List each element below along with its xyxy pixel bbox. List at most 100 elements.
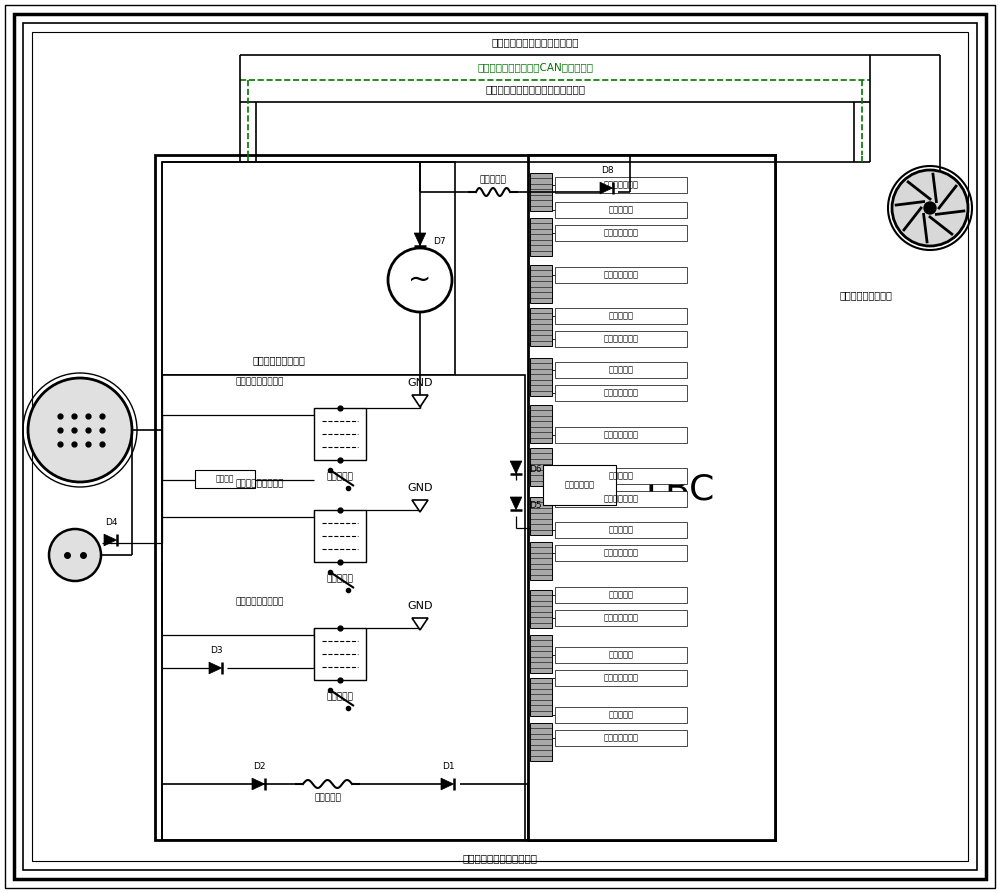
Bar bbox=[195, 470, 255, 488]
Text: 单体电压采集线: 单体电压采集线 bbox=[604, 495, 639, 504]
Text: D4: D4 bbox=[105, 518, 117, 527]
Bar bbox=[530, 678, 552, 716]
Bar bbox=[543, 465, 616, 505]
Bar bbox=[555, 385, 687, 401]
Polygon shape bbox=[412, 395, 428, 407]
Bar bbox=[555, 362, 687, 378]
Text: 整车对电池包内的风扇供电电源: 整车对电池包内的风扇供电电源 bbox=[491, 37, 579, 47]
Bar bbox=[314, 628, 366, 680]
Text: 温度检测线: 温度检测线 bbox=[608, 472, 634, 480]
Circle shape bbox=[924, 202, 936, 214]
Bar bbox=[162, 375, 525, 840]
Bar bbox=[555, 177, 687, 193]
Bar bbox=[162, 162, 455, 375]
Bar bbox=[555, 647, 687, 663]
Bar bbox=[555, 707, 687, 723]
Text: 总正继电器: 总正继电器 bbox=[327, 574, 353, 583]
Circle shape bbox=[388, 248, 452, 312]
Bar bbox=[555, 468, 687, 484]
Text: 总正熔断器: 总正熔断器 bbox=[480, 176, 506, 185]
Text: 单体电压采集线: 单体电压采集线 bbox=[604, 229, 639, 238]
Text: 温度检测线: 温度检测线 bbox=[608, 650, 634, 660]
Text: D1: D1 bbox=[442, 762, 454, 771]
Text: 温度检测线: 温度检测线 bbox=[608, 525, 634, 535]
Bar bbox=[530, 405, 552, 443]
Text: 温度检测线: 温度检测线 bbox=[608, 365, 634, 374]
Text: D8: D8 bbox=[601, 166, 613, 175]
Text: 温度检测线: 温度检测线 bbox=[608, 711, 634, 720]
Text: 总负继电器控制信号: 总负继电器控制信号 bbox=[236, 597, 284, 606]
Bar bbox=[555, 491, 687, 507]
Bar bbox=[555, 308, 687, 324]
Circle shape bbox=[892, 170, 968, 246]
Bar bbox=[530, 497, 552, 535]
Text: ~: ~ bbox=[408, 266, 432, 294]
Text: GND: GND bbox=[407, 483, 433, 493]
Text: D5: D5 bbox=[529, 502, 542, 511]
Polygon shape bbox=[510, 497, 522, 510]
Text: LBC: LBC bbox=[645, 473, 715, 507]
Text: 单体电压采集线: 单体电压采集线 bbox=[604, 430, 639, 439]
Bar bbox=[555, 331, 687, 347]
Text: 充电电阻: 充电电阻 bbox=[216, 474, 234, 483]
Bar bbox=[555, 670, 687, 686]
Bar bbox=[530, 218, 552, 256]
Text: 单体电压采集线: 单体电压采集线 bbox=[604, 613, 639, 622]
Polygon shape bbox=[414, 233, 426, 246]
Text: 预充继电器控制信号: 预充继电器控制信号 bbox=[236, 378, 284, 387]
Text: 整车对电池管理系统的低压供电回路: 整车对电池管理系统的低压供电回路 bbox=[485, 84, 585, 94]
Text: 分流计型电流计传感器信号: 分流计型电流计传感器信号 bbox=[462, 853, 538, 863]
Text: 单体电压采集线: 单体电压采集线 bbox=[604, 673, 639, 682]
Text: 电池管理系统与整车的CAN通讯双绞线: 电池管理系统与整车的CAN通讯双绞线 bbox=[477, 62, 593, 72]
Text: 总负熔断器: 总负熔断器 bbox=[314, 794, 341, 803]
Bar bbox=[530, 635, 552, 673]
Circle shape bbox=[28, 378, 132, 482]
Bar bbox=[555, 610, 687, 626]
Text: 霍尔电流传感器信号: 霍尔电流传感器信号 bbox=[253, 355, 306, 365]
Text: 总正继电器控制信号: 总正继电器控制信号 bbox=[236, 480, 284, 488]
Text: 高压互锁监测: 高压互锁监测 bbox=[565, 480, 595, 489]
Text: 单体电压采集线: 单体电压采集线 bbox=[604, 548, 639, 557]
Bar bbox=[530, 358, 552, 396]
Polygon shape bbox=[412, 500, 428, 512]
Polygon shape bbox=[104, 534, 117, 546]
Bar bbox=[530, 308, 552, 346]
Bar bbox=[530, 173, 552, 211]
Text: 单体电压采集线: 单体电压采集线 bbox=[604, 335, 639, 344]
Bar bbox=[530, 448, 552, 486]
Polygon shape bbox=[600, 182, 613, 194]
Bar bbox=[314, 408, 366, 460]
Text: 预充继电器: 预充继电器 bbox=[327, 472, 353, 481]
Bar bbox=[155, 155, 775, 840]
Bar bbox=[528, 155, 775, 840]
Bar bbox=[314, 510, 366, 562]
Text: 温度检测线: 温度检测线 bbox=[608, 590, 634, 599]
Bar bbox=[555, 225, 687, 241]
Bar bbox=[530, 265, 552, 303]
Bar bbox=[555, 545, 687, 561]
Text: 温度检测线: 温度检测线 bbox=[608, 205, 634, 214]
Polygon shape bbox=[412, 618, 428, 630]
Text: D2: D2 bbox=[253, 762, 265, 771]
Bar bbox=[530, 723, 552, 761]
Text: 温度检测线: 温度检测线 bbox=[608, 312, 634, 321]
Polygon shape bbox=[209, 662, 222, 674]
Bar bbox=[530, 590, 552, 628]
Bar bbox=[555, 587, 687, 603]
Text: 单体电压采集线: 单体电压采集线 bbox=[604, 271, 639, 280]
Polygon shape bbox=[441, 778, 454, 789]
Text: 总负继电器: 总负继电器 bbox=[327, 692, 353, 701]
Bar bbox=[555, 202, 687, 218]
Polygon shape bbox=[510, 461, 522, 473]
Text: D3: D3 bbox=[210, 646, 222, 655]
Circle shape bbox=[49, 529, 101, 581]
Bar bbox=[555, 522, 687, 538]
Polygon shape bbox=[252, 778, 265, 789]
Text: D7: D7 bbox=[433, 238, 446, 246]
Text: 风扇的转速控制信号: 风扇的转速控制信号 bbox=[840, 290, 893, 300]
Bar bbox=[555, 730, 687, 746]
Text: GND: GND bbox=[407, 601, 433, 611]
Text: 单体电压采集线: 单体电压采集线 bbox=[604, 180, 639, 189]
Bar bbox=[555, 427, 687, 443]
Text: 单体电压采集线: 单体电压采集线 bbox=[604, 733, 639, 742]
